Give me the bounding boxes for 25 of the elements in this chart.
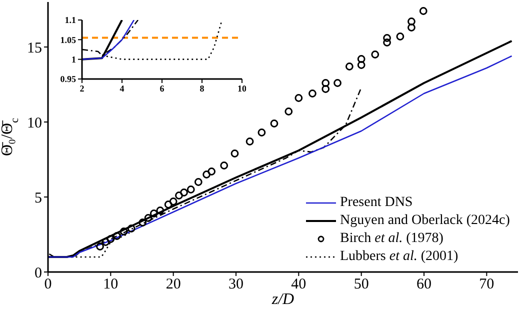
x-tick-label: 8 bbox=[200, 83, 205, 94]
x-tick-label: 70 bbox=[479, 276, 494, 293]
x-tick-label: 10 bbox=[238, 83, 247, 94]
y-tick-label: 5 bbox=[34, 190, 42, 206]
x-tick-label: 20 bbox=[166, 276, 181, 293]
legend-label: Present DNS bbox=[340, 195, 413, 210]
legend-label: Birch et al. (1978) bbox=[340, 231, 444, 246]
x-tick-label: 30 bbox=[228, 276, 244, 293]
legend-label: Lubbers et al. (2001) bbox=[340, 249, 458, 264]
y-tick-label: 1.1 bbox=[64, 15, 76, 26]
y-tick-label: 1.05 bbox=[60, 34, 76, 45]
y-tick-label: 0.95 bbox=[60, 74, 76, 84]
x-tick-label: 60 bbox=[416, 276, 432, 293]
x-axis-title: z/D bbox=[270, 291, 295, 308]
x-tick-label: 4 bbox=[120, 83, 125, 94]
x-tick-label: 10 bbox=[103, 276, 118, 293]
x-tick-label: 40 bbox=[291, 276, 306, 293]
x-tick-label: 50 bbox=[354, 276, 369, 293]
y-tick-label: 1 bbox=[72, 54, 76, 65]
legend-label: Nguyen and Oberlack (2024c) bbox=[340, 213, 510, 228]
x-tick-label: 6 bbox=[160, 83, 165, 94]
y-tick-label: 0 bbox=[34, 265, 42, 282]
y-tick-label: 15 bbox=[27, 40, 42, 56]
y-tick-label: 10 bbox=[27, 115, 42, 132]
x-tick-label: 2 bbox=[80, 83, 85, 94]
